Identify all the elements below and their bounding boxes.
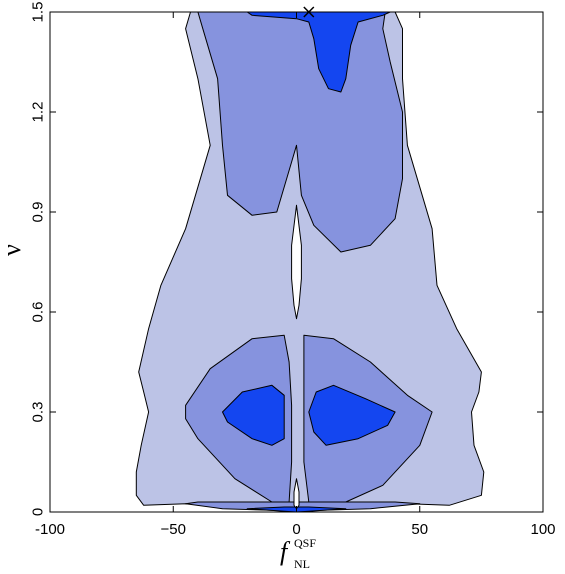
- plot-area: [49, 6, 544, 513]
- y-tick-label: 0.3: [30, 402, 47, 423]
- y-tick-label: 0.9: [30, 202, 47, 223]
- contour-regions: [135, 11, 485, 513]
- x-tick-label: 0: [292, 521, 300, 538]
- contour-inner-region-3: [308, 384, 396, 446]
- x-axis-label-main: f: [280, 537, 291, 566]
- x-tick-label: 100: [530, 521, 555, 538]
- x-axis-label: f QSF NL: [280, 536, 316, 571]
- contour-inner-region-1: [246, 11, 391, 93]
- x-axis-label-subscript: NL: [294, 557, 310, 571]
- x-axis-label-superscript: QSF: [294, 536, 316, 550]
- y-tick-label: 1.2: [30, 102, 47, 123]
- contour-hole-region-1: [291, 204, 302, 320]
- x-tick-label: -100: [35, 521, 65, 538]
- contour-middle-region-1: [197, 11, 403, 253]
- x-tick-label: 50: [411, 521, 428, 538]
- y-tick-label: 0.6: [30, 302, 47, 323]
- y-tick-label: 0: [30, 508, 47, 516]
- y-axis-label: ν: [0, 244, 26, 256]
- x-axis: -100 −50 0 50 100: [35, 12, 556, 538]
- y-tick-label: 1.5: [30, 2, 47, 23]
- x-tick-label: −50: [161, 521, 186, 538]
- contour-inner-region-2: [222, 384, 285, 446]
- y-axis: 0 0.3 0.6 0.9 1.2 1.5: [30, 2, 543, 516]
